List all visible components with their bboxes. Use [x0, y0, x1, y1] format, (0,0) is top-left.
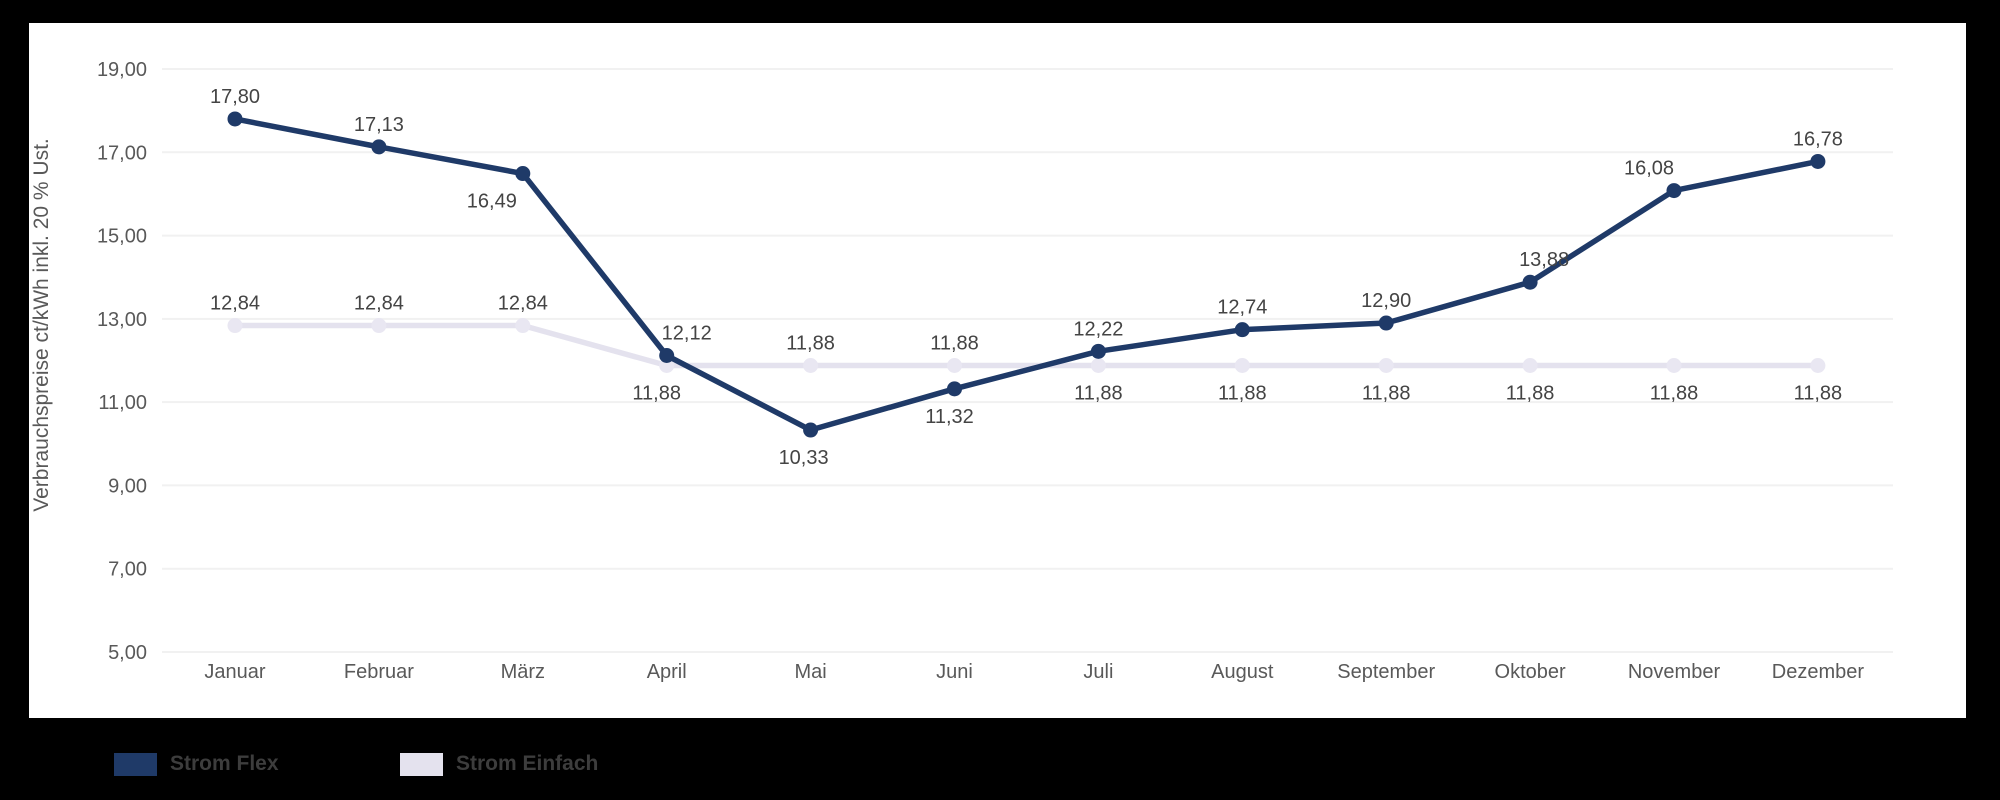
data-point — [371, 139, 387, 155]
legend-label: Strom Einfach — [456, 752, 599, 775]
chart-card: 19,00 17,00 15,00 13,00 11,00 9,00 7,00 5,00 Ver… — [29, 23, 1966, 718]
data-label: 13,88 — [1519, 249, 1569, 271]
data-label: 12,22 — [1073, 318, 1123, 340]
x-tick-label: Dezember — [1772, 661, 1865, 683]
data-label: 11,88 — [1074, 382, 1123, 404]
data-label: 17,80 — [210, 86, 260, 108]
y-tick-label: 5,00 — [108, 642, 147, 664]
data-label: 12,12 — [662, 323, 712, 345]
data-label: 12,84 — [498, 293, 548, 315]
data-point — [1090, 357, 1106, 373]
data-label: 16,78 — [1793, 128, 1843, 150]
y-tick-label: 7,00 — [108, 559, 147, 581]
data-point — [1234, 322, 1250, 338]
x-tick-label: November — [1628, 661, 1721, 683]
y-tick-label: 15,00 — [97, 226, 147, 248]
data-label: 11,88 — [1794, 382, 1843, 404]
x-tick-label: August — [1211, 661, 1274, 683]
data-point — [371, 318, 387, 334]
data-label: 11,88 — [1362, 382, 1411, 404]
data-label: 17,13 — [354, 114, 404, 136]
y-tick-label: 17,00 — [97, 142, 147, 164]
x-tick-label: September — [1337, 661, 1435, 683]
y-axis-title: Verbrauchspreise ct/kWh inkl. 20 % Ust. — [30, 138, 53, 511]
chart-legend: Strom Flex Strom Einfach — [0, 752, 2000, 778]
data-label: 11,88 — [1650, 382, 1699, 404]
y-tick-label: 19,00 — [97, 59, 147, 81]
x-tick-label: März — [501, 661, 545, 683]
data-label: 11,88 — [786, 332, 835, 354]
legend-item-strom-flex[interactable]: Strom Flex — [114, 752, 279, 776]
data-label: 16,49 — [467, 191, 517, 213]
data-label: 11,88 — [930, 332, 979, 354]
data-point — [227, 318, 243, 334]
series-line-strom-flex — [232, 116, 1821, 433]
data-label: 11,88 — [1218, 382, 1267, 404]
x-tick-label: Juni — [936, 661, 973, 683]
data-point — [947, 381, 962, 397]
data-label: 11,88 — [1506, 382, 1555, 404]
data-point — [1378, 357, 1394, 373]
x-tick-label: Juli — [1083, 661, 1113, 683]
x-tick-label: Januar — [204, 661, 265, 683]
data-label: 12,90 — [1361, 290, 1411, 312]
legend-item-strom-einfach[interactable]: Strom Einfach — [400, 752, 598, 776]
data-label: 16,08 — [1624, 158, 1674, 180]
strom-einfach-swatch-icon — [400, 752, 443, 776]
data-point — [803, 357, 819, 373]
series-line-strom-einfach — [232, 322, 1821, 369]
data-label: 10,33 — [779, 447, 829, 469]
y-tick-label: 11,00 — [98, 392, 147, 414]
data-point — [515, 318, 531, 334]
x-tick-label: Februar — [344, 661, 414, 683]
data-point — [515, 166, 531, 182]
data-point — [1378, 315, 1394, 331]
x-tick-label: Oktober — [1495, 661, 1566, 683]
data-point — [1666, 357, 1682, 373]
data-point — [1522, 274, 1538, 290]
y-tick-label: 9,00 — [108, 475, 147, 497]
y-tick-label: 13,00 — [97, 309, 147, 331]
data-point — [947, 357, 962, 373]
data-label: 12,74 — [1217, 297, 1267, 319]
data-label: 11,88 — [632, 382, 681, 404]
price-line-chart: 19,00 17,00 15,00 13,00 11,00 9,00 7,00 5,00 Ver… — [30, 59, 1893, 683]
x-tick-label: Mai — [794, 661, 826, 683]
data-point — [659, 348, 675, 364]
data-point — [227, 111, 243, 127]
data-point — [1234, 357, 1250, 373]
data-point — [1666, 183, 1682, 199]
data-point — [1810, 357, 1826, 373]
x-tick-label: April — [647, 661, 687, 683]
data-label: 12,84 — [210, 293, 260, 315]
data-point — [1522, 357, 1538, 373]
data-point — [1810, 153, 1826, 169]
data-label: 12,84 — [354, 293, 404, 315]
strom-flex-swatch-icon — [114, 752, 157, 776]
legend-label: Strom Flex — [170, 752, 279, 775]
data-point — [1090, 343, 1106, 359]
data-label: 11,32 — [925, 406, 974, 428]
data-point — [803, 422, 819, 438]
